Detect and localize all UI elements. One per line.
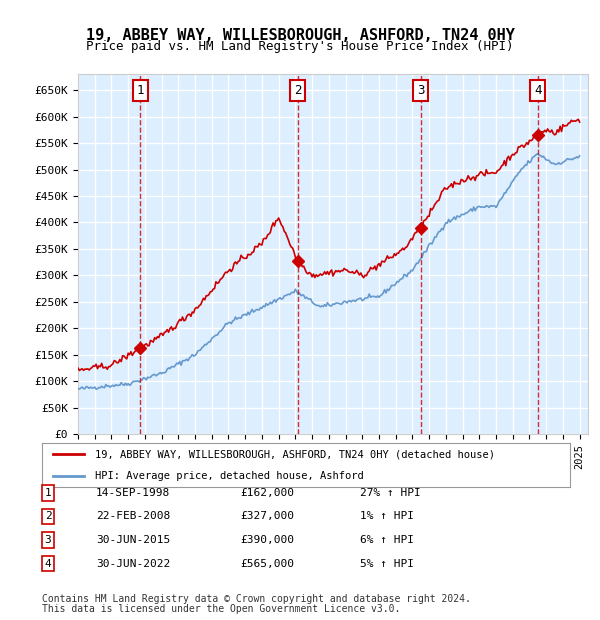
Text: 30-JUN-2015: 30-JUN-2015 (96, 535, 170, 545)
Text: 30-JUN-2022: 30-JUN-2022 (96, 559, 170, 569)
Text: £327,000: £327,000 (240, 512, 294, 521)
Text: HPI: Average price, detached house, Ashford: HPI: Average price, detached house, Ashf… (95, 471, 364, 481)
Text: 5% ↑ HPI: 5% ↑ HPI (360, 559, 414, 569)
Text: £162,000: £162,000 (240, 488, 294, 498)
Text: 4: 4 (44, 559, 52, 569)
Text: 1: 1 (136, 84, 144, 97)
Text: 3: 3 (44, 535, 52, 545)
Text: 14-SEP-1998: 14-SEP-1998 (96, 488, 170, 498)
Text: 19, ABBEY WAY, WILLESBOROUGH, ASHFORD, TN24 0HY: 19, ABBEY WAY, WILLESBOROUGH, ASHFORD, T… (86, 28, 514, 43)
Text: 3: 3 (417, 84, 425, 97)
Text: £390,000: £390,000 (240, 535, 294, 545)
Text: 6% ↑ HPI: 6% ↑ HPI (360, 535, 414, 545)
Text: 27% ↑ HPI: 27% ↑ HPI (360, 488, 421, 498)
Text: Contains HM Land Registry data © Crown copyright and database right 2024.: Contains HM Land Registry data © Crown c… (42, 595, 471, 604)
Text: 2: 2 (294, 84, 301, 97)
Text: 22-FEB-2008: 22-FEB-2008 (96, 512, 170, 521)
Text: This data is licensed under the Open Government Licence v3.0.: This data is licensed under the Open Gov… (42, 604, 400, 614)
Text: 4: 4 (534, 84, 542, 97)
Text: 1: 1 (44, 488, 52, 498)
Text: Price paid vs. HM Land Registry's House Price Index (HPI): Price paid vs. HM Land Registry's House … (86, 40, 514, 53)
Text: £565,000: £565,000 (240, 559, 294, 569)
Text: 2: 2 (44, 512, 52, 521)
Text: 1% ↑ HPI: 1% ↑ HPI (360, 512, 414, 521)
Text: 19, ABBEY WAY, WILLESBOROUGH, ASHFORD, TN24 0HY (detached house): 19, ABBEY WAY, WILLESBOROUGH, ASHFORD, T… (95, 449, 495, 459)
